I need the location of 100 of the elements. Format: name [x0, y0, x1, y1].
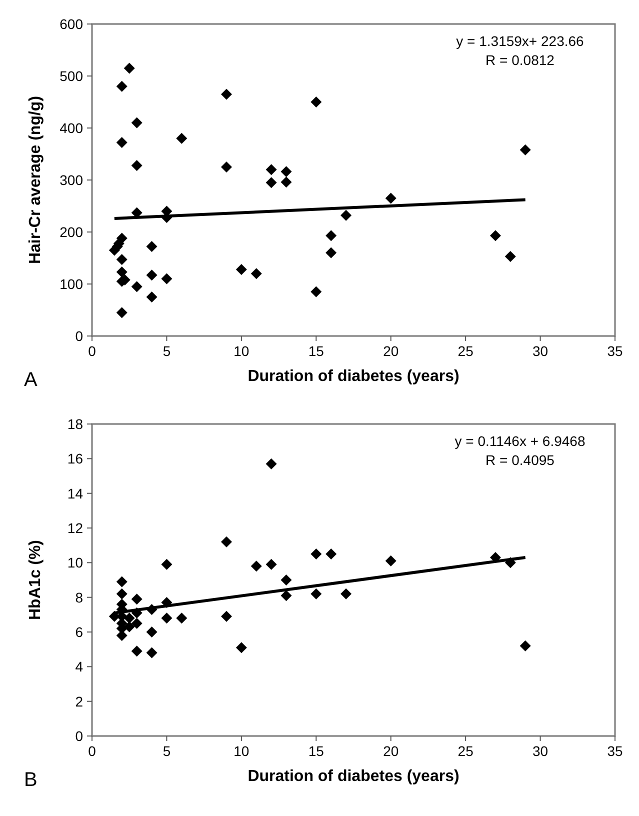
- point: [146, 292, 158, 302]
- x-tick-label: 15: [308, 743, 324, 759]
- point: [236, 264, 247, 275]
- y-tick-label: 8: [75, 589, 84, 606]
- point: [266, 458, 277, 470]
- x-axis-title: Duration of diabetes (years): [248, 768, 460, 785]
- point: [385, 192, 396, 204]
- point: [266, 177, 277, 188]
- point: [161, 558, 172, 570]
- y-tick-label: 4: [75, 658, 84, 675]
- y-tick-label: 0: [75, 328, 84, 344]
- y-tick-label: 0: [75, 728, 84, 744]
- x-tick-label: 25: [458, 343, 474, 359]
- point: [340, 588, 352, 600]
- x-tick-label: 20: [383, 343, 399, 359]
- point: [116, 80, 128, 92]
- y-axis-title: Hair-Cr average (ng/g): [27, 96, 44, 264]
- y-tick-label: 10: [67, 554, 84, 571]
- x-tick-label: 35: [607, 343, 623, 359]
- point: [116, 232, 128, 244]
- point: [310, 286, 322, 298]
- x-tick-label: 5: [162, 743, 171, 759]
- point: [280, 166, 292, 178]
- y-tick-label: 2: [75, 693, 84, 710]
- point: [310, 96, 322, 108]
- point: [220, 536, 232, 548]
- y-tick-label: 100: [60, 276, 84, 292]
- x-tick-label: 5: [162, 343, 171, 359]
- point: [116, 307, 128, 318]
- point: [146, 626, 158, 638]
- point: [161, 273, 172, 284]
- annotation: R = 0.0812: [486, 52, 555, 68]
- point: [490, 230, 501, 242]
- point: [385, 555, 396, 566]
- point: [280, 574, 292, 586]
- y-tick-label: 600: [60, 16, 84, 32]
- point: [250, 268, 262, 280]
- x-tick-label: 0: [88, 743, 96, 759]
- y-tick-label: 500: [60, 68, 84, 84]
- point: [220, 162, 232, 172]
- point: [116, 588, 128, 600]
- x-tick-label: 10: [234, 743, 250, 759]
- point: [146, 270, 158, 281]
- text: A: [24, 369, 38, 391]
- point: [116, 266, 128, 278]
- point: [176, 132, 188, 144]
- x-tick-label: 30: [532, 743, 548, 759]
- point: [220, 88, 232, 100]
- point: [131, 618, 142, 629]
- point: [116, 576, 128, 588]
- point: [250, 560, 262, 572]
- point: [131, 281, 142, 292]
- x-tick-label: 30: [532, 343, 548, 359]
- y-tick-label: 200: [60, 224, 84, 240]
- point: [176, 612, 188, 624]
- point: [161, 612, 172, 624]
- x-tick-label: 15: [308, 343, 324, 359]
- point: [146, 647, 158, 658]
- point: [280, 176, 292, 188]
- point: [340, 210, 352, 221]
- point: [326, 548, 337, 560]
- x-axis-title: Duration of diabetes (years): [248, 368, 460, 385]
- annotation: y = 0.1146x + 6.9468: [454, 433, 586, 449]
- point: [266, 164, 277, 176]
- y-tick-label: 14: [67, 485, 84, 502]
- point: [131, 117, 142, 128]
- point: [124, 612, 135, 624]
- y-tick-label: 6: [75, 624, 84, 640]
- point: [124, 62, 135, 74]
- x-tick-label: 35: [607, 743, 623, 759]
- point: [280, 590, 292, 602]
- point: [310, 588, 322, 600]
- point: [116, 137, 128, 148]
- point: [326, 230, 337, 242]
- y-tick-label: 18: [67, 416, 84, 432]
- point: [116, 254, 128, 266]
- point: [146, 241, 158, 252]
- x-tick-label: 10: [234, 343, 250, 359]
- point: [504, 250, 516, 262]
- annotation: R = 0.4095: [486, 452, 555, 468]
- point: [326, 247, 337, 258]
- y-tick-label: 400: [60, 120, 84, 136]
- text: B: [24, 769, 38, 791]
- y-tick-label: 16: [67, 450, 84, 467]
- x-tick-label: 0: [88, 343, 96, 359]
- y-tick-label: 300: [60, 172, 84, 188]
- point: [236, 642, 247, 654]
- annotation: y = 1.3159x+ 223.66: [456, 33, 584, 49]
- y-tick-label: 12: [67, 520, 84, 536]
- point: [131, 160, 142, 171]
- point: [131, 646, 142, 657]
- point: [131, 594, 142, 605]
- y-axis-title: HbA1c (%): [27, 540, 44, 620]
- x-tick-label: 20: [383, 743, 399, 759]
- point: [520, 144, 531, 156]
- point: [310, 548, 322, 560]
- x-tick-label: 25: [458, 743, 474, 759]
- point: [124, 621, 135, 632]
- point: [266, 558, 277, 570]
- point: [220, 610, 232, 622]
